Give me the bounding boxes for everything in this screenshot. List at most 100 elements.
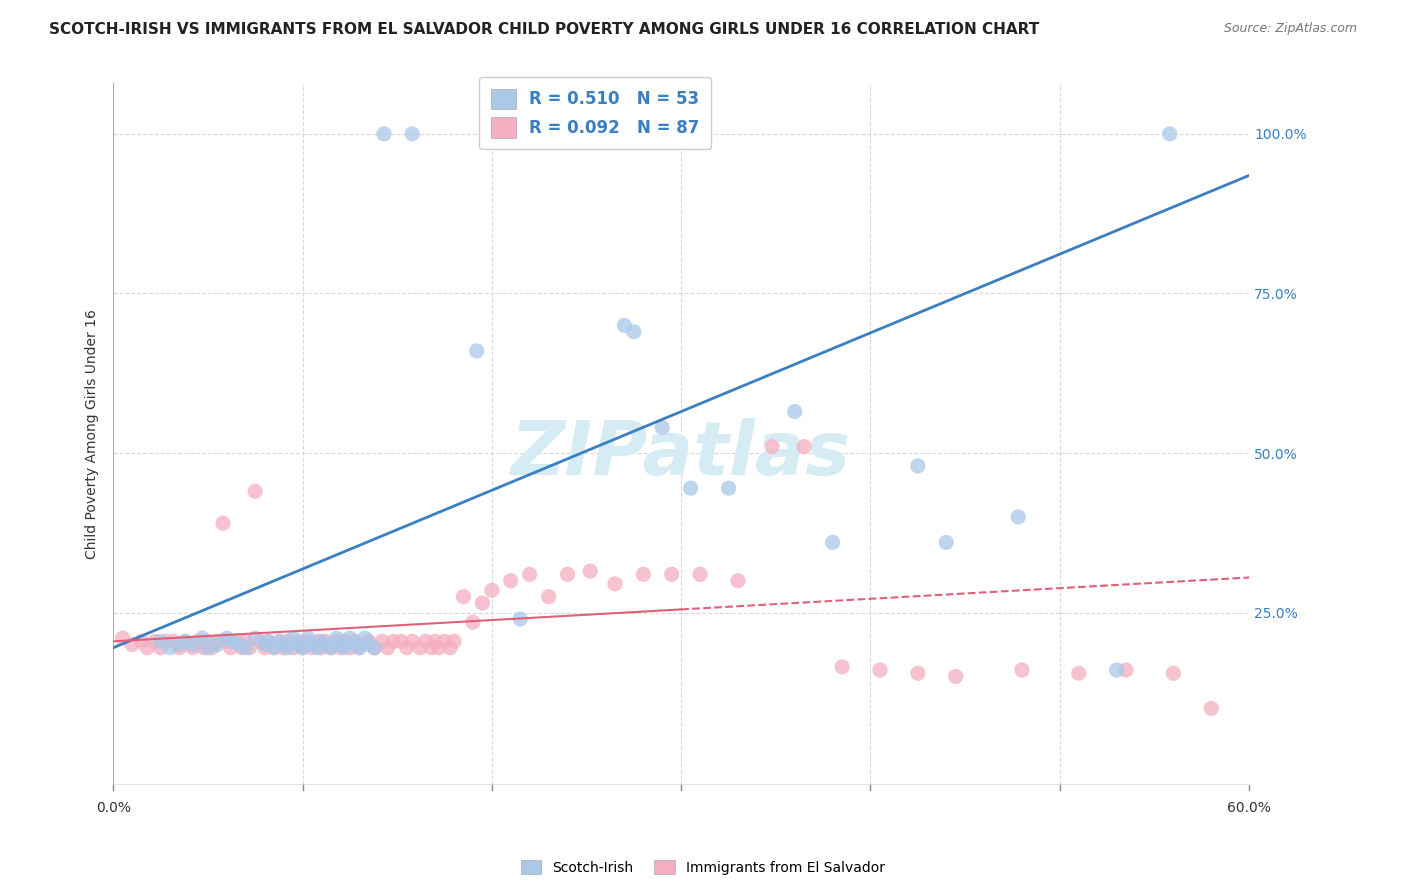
Legend: Scotch-Irish, Immigrants from El Salvador: Scotch-Irish, Immigrants from El Salvado…: [515, 855, 891, 880]
Point: [481, 583, 503, 598]
Point: [174, 634, 197, 648]
Text: SCOTCH-IRISH VS IMMIGRANTS FROM EL SALVADOR CHILD POVERTY AMONG GIRLS UNDER 16 C: SCOTCH-IRISH VS IMMIGRANTS FROM EL SALVA…: [49, 22, 1039, 37]
Point: [613, 318, 636, 333]
Point: [191, 631, 214, 645]
Point: [651, 420, 673, 434]
Point: [1163, 666, 1185, 681]
Point: [229, 638, 252, 652]
Point: [1159, 127, 1181, 141]
Point: [821, 535, 844, 549]
Point: [263, 640, 285, 655]
Point: [243, 484, 266, 499]
Point: [187, 634, 209, 648]
Point: [1011, 663, 1033, 677]
Point: [349, 640, 371, 655]
Point: [131, 634, 153, 648]
Point: [219, 640, 242, 655]
Point: [349, 640, 371, 655]
Point: [307, 634, 329, 648]
Point: [831, 660, 853, 674]
Point: [273, 638, 295, 652]
Point: [207, 634, 229, 648]
Point: [907, 666, 929, 681]
Point: [269, 634, 291, 648]
Point: [661, 567, 683, 582]
Point: [869, 663, 891, 677]
Point: [377, 640, 399, 655]
Point: [215, 631, 238, 645]
Point: [717, 481, 740, 495]
Point: [363, 640, 385, 655]
Point: [215, 634, 238, 648]
Point: [197, 640, 219, 655]
Point: [325, 631, 347, 645]
Point: [281, 631, 304, 645]
Point: [197, 634, 219, 648]
Point: [373, 127, 395, 141]
Point: [329, 638, 352, 652]
Point: [169, 638, 191, 652]
Point: [409, 640, 432, 655]
Point: [159, 640, 181, 655]
Point: [557, 567, 579, 582]
Point: [519, 567, 541, 582]
Point: [339, 631, 361, 645]
Legend: R = 0.510   N = 53, R = 0.092   N = 87: R = 0.510 N = 53, R = 0.092 N = 87: [479, 77, 711, 150]
Point: [945, 669, 967, 683]
Point: [465, 343, 488, 358]
Point: [433, 634, 456, 648]
Point: [1067, 666, 1090, 681]
Point: [276, 634, 298, 648]
Point: [311, 634, 333, 648]
Point: [207, 638, 229, 652]
Point: [212, 516, 235, 531]
Point: [111, 631, 134, 645]
Point: [253, 640, 276, 655]
Point: [443, 634, 465, 648]
Point: [273, 640, 295, 655]
Point: [453, 590, 475, 604]
Point: [427, 640, 450, 655]
Point: [287, 634, 309, 648]
Point: [329, 640, 352, 655]
Point: [149, 640, 172, 655]
Point: [225, 634, 247, 648]
Point: [319, 640, 342, 655]
Point: [287, 638, 309, 652]
Point: [401, 634, 423, 648]
Point: [935, 535, 957, 549]
Point: [1007, 509, 1029, 524]
Point: [143, 634, 166, 648]
Point: [357, 634, 380, 648]
Point: [291, 640, 314, 655]
Point: [1115, 663, 1137, 677]
Point: [193, 640, 215, 655]
Point: [420, 640, 443, 655]
Point: [316, 638, 339, 652]
Point: [689, 567, 711, 582]
Y-axis label: Child Poverty Among Girls Under 16: Child Poverty Among Girls Under 16: [86, 309, 100, 558]
Point: [121, 638, 143, 652]
Point: [297, 631, 319, 645]
Point: [281, 640, 304, 655]
Point: [344, 638, 367, 652]
Point: [761, 440, 783, 454]
Point: [579, 564, 602, 578]
Point: [311, 640, 333, 655]
Point: [783, 404, 806, 418]
Point: [1201, 701, 1223, 715]
Point: [333, 634, 356, 648]
Point: [509, 612, 531, 626]
Point: [333, 640, 356, 655]
Text: 0.0%: 0.0%: [96, 801, 131, 815]
Point: [181, 638, 204, 652]
Point: [633, 567, 655, 582]
Point: [221, 634, 243, 648]
Point: [623, 325, 645, 339]
Point: [1105, 663, 1128, 677]
Point: [243, 631, 266, 645]
Point: [253, 638, 276, 652]
Point: [382, 634, 405, 648]
Point: [263, 640, 285, 655]
Point: [325, 634, 347, 648]
